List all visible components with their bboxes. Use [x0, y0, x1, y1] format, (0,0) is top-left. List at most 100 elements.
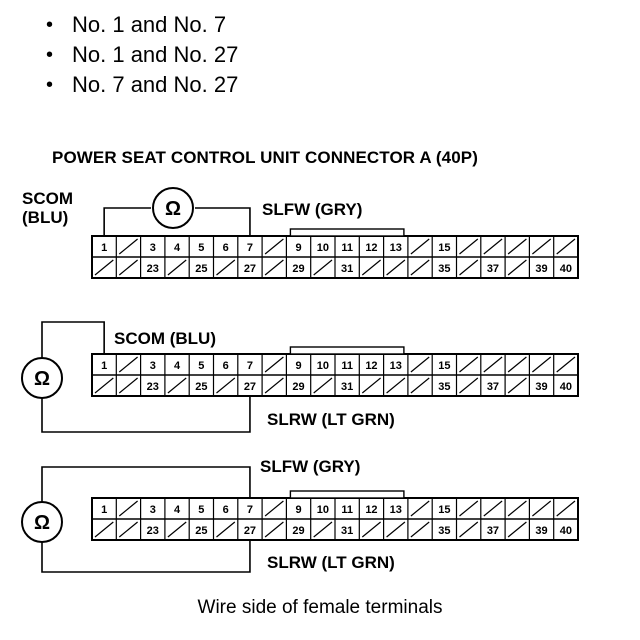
unused-terminal-slash — [118, 259, 138, 276]
bullet-item: No. 1 and No. 7 — [46, 10, 238, 40]
terminal-number: 25 — [195, 525, 207, 537]
wire — [103, 207, 151, 236]
unused-terminal-slash — [410, 259, 430, 276]
terminal-number: 4 — [174, 360, 181, 372]
terminal-number: 31 — [341, 381, 353, 393]
terminal-number: 25 — [195, 263, 207, 275]
wire-side-caption: Wire side of female terminals — [197, 597, 443, 618]
terminal-number: 29 — [292, 525, 304, 537]
terminal-number: 37 — [487, 381, 499, 393]
terminal-number: 1 — [101, 360, 107, 372]
unused-terminal-slash — [507, 377, 527, 394]
wire — [41, 321, 105, 358]
unused-terminal-slash — [313, 259, 333, 276]
unused-terminal-slash — [507, 500, 527, 517]
unused-terminal-slash — [507, 238, 527, 255]
wire — [195, 207, 251, 236]
unused-terminal-slash — [386, 377, 406, 394]
terminal-number: 13 — [390, 242, 402, 254]
unused-terminal-slash — [410, 521, 430, 538]
scom-label: SCOM (BLU) — [22, 189, 73, 227]
connector-title: POWER SEAT CONTROL UNIT CONNECTOR A (40P… — [52, 148, 478, 167]
unused-terminal-slash — [410, 500, 430, 517]
terminal-number: 15 — [438, 242, 450, 254]
terminal-number: 13 — [390, 504, 402, 516]
locking-tab — [289, 490, 405, 499]
unused-terminal-slash — [94, 377, 114, 394]
unused-terminal-slash — [507, 356, 527, 373]
ohm-symbol: Ω — [165, 198, 181, 220]
terminal-number: 7 — [247, 504, 253, 516]
unused-terminal-slash — [410, 238, 430, 255]
slfw-label: SLFW (GRY) — [260, 457, 361, 476]
terminal-number: 10 — [317, 242, 329, 254]
terminal-number: 27 — [244, 381, 256, 393]
unused-terminal-slash — [264, 521, 284, 538]
bullet-item: No. 7 and No. 27 — [46, 70, 238, 100]
terminal-number: 10 — [317, 504, 329, 516]
terminal-number: 35 — [438, 381, 450, 393]
terminal-number: 35 — [438, 525, 450, 537]
unused-terminal-slash — [216, 521, 236, 538]
unused-terminal-slash — [532, 500, 552, 517]
unused-terminal-slash — [118, 500, 138, 517]
terminal-number: 7 — [247, 360, 253, 372]
terminal-number: 6 — [223, 504, 229, 516]
terminal-number: 27 — [244, 263, 256, 275]
terminal-number: 9 — [295, 360, 301, 372]
terminal-number: 4 — [174, 242, 181, 254]
terminal-number: 6 — [223, 242, 229, 254]
terminal-number: 40 — [560, 263, 572, 275]
unused-terminal-slash — [264, 500, 284, 517]
unused-terminal-slash — [118, 377, 138, 394]
terminal-number: 5 — [198, 360, 204, 372]
terminal-number: 11 — [341, 242, 353, 254]
unused-terminal-slash — [94, 259, 114, 276]
unused-terminal-slash — [410, 377, 430, 394]
terminal-number: 12 — [365, 360, 377, 372]
terminal-number: 4 — [174, 504, 181, 516]
terminal-number: 12 — [365, 242, 377, 254]
unused-terminal-slash — [532, 356, 552, 373]
terminal-number: 37 — [487, 525, 499, 537]
test-bullet-list: No. 1 and No. 7 No. 1 and No. 27 No. 7 a… — [46, 10, 238, 100]
unused-terminal-slash — [118, 238, 138, 255]
unused-terminal-slash — [167, 259, 187, 276]
wire — [41, 396, 251, 433]
terminal-number: 6 — [223, 360, 229, 372]
unused-terminal-slash — [313, 377, 333, 394]
ohm-symbol: Ω — [34, 512, 50, 534]
terminal-number: 15 — [438, 504, 450, 516]
slrw-label: SLRW (LT GRN) — [267, 410, 395, 429]
ohmmeter-icon — [21, 357, 63, 399]
wire — [41, 466, 251, 502]
terminal-number: 5 — [198, 242, 204, 254]
unused-terminal-slash — [167, 521, 187, 538]
unused-terminal-slash — [459, 259, 479, 276]
unused-terminal-slash — [459, 356, 479, 373]
locking-tab — [289, 228, 405, 237]
terminal-number: 3 — [150, 360, 156, 372]
unused-terminal-slash — [386, 259, 406, 276]
unused-terminal-slash — [118, 521, 138, 538]
terminal-number: 1 — [101, 242, 107, 254]
unused-terminal-slash — [94, 521, 114, 538]
unused-terminal-slash — [483, 238, 503, 255]
unused-terminal-slash — [483, 500, 503, 517]
terminal-number: 39 — [535, 263, 547, 275]
terminal-number: 9 — [295, 504, 301, 516]
unused-terminal-slash — [313, 521, 333, 538]
ohm-symbol: Ω — [34, 368, 50, 390]
unused-terminal-slash — [361, 521, 381, 538]
unused-terminal-slash — [264, 259, 284, 276]
unused-terminal-slash — [264, 238, 284, 255]
scom-label: SCOM (BLU) — [114, 329, 216, 348]
unused-terminal-slash — [361, 377, 381, 394]
ohmmeter-icon — [21, 501, 63, 543]
terminal-number: 35 — [438, 263, 450, 275]
unused-terminal-slash — [459, 377, 479, 394]
terminal-number: 3 — [150, 504, 156, 516]
terminal-number: 39 — [535, 381, 547, 393]
terminal-number: 37 — [487, 263, 499, 275]
terminal-number: 10 — [317, 360, 329, 372]
